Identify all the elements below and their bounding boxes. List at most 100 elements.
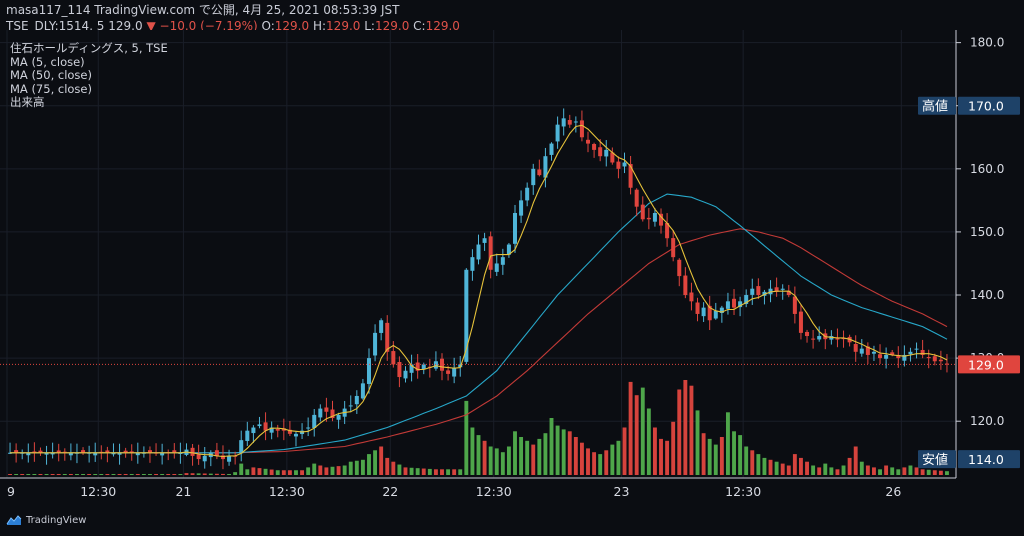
candle — [446, 370, 451, 374]
candle — [567, 120, 572, 125]
volume-bar — [537, 438, 542, 475]
candle — [701, 307, 706, 317]
candle — [251, 427, 256, 434]
volume-bar — [251, 467, 256, 475]
volume-bar — [269, 469, 274, 475]
candle — [671, 238, 676, 258]
legend-title[interactable]: 住石ホールディングス, 5, TSE — [10, 41, 168, 55]
volume-bar — [476, 435, 481, 475]
volume-bar — [494, 448, 499, 475]
candle — [525, 187, 530, 201]
legend-ma5[interactable]: MA (5, close) — [10, 54, 85, 69]
candle — [287, 429, 292, 434]
volume-bar — [148, 474, 152, 475]
candle — [44, 452, 49, 455]
candle — [93, 452, 98, 456]
candle — [336, 414, 341, 420]
last-price-tag: 129.0 — [968, 357, 1004, 372]
candle — [555, 124, 560, 142]
volume-bar — [294, 470, 298, 475]
candle — [62, 451, 67, 453]
last-price: 129.0 — [108, 19, 143, 33]
volume-bar — [865, 465, 870, 475]
volume-bar — [75, 474, 79, 475]
legend-ma75[interactable]: MA (75, close) — [10, 81, 92, 96]
tradingview-brand[interactable]: TradingView — [26, 514, 87, 526]
volume-bar — [756, 454, 761, 475]
candle — [878, 354, 883, 359]
candle — [190, 447, 195, 456]
candle — [111, 452, 116, 455]
candle — [616, 161, 621, 169]
candle — [634, 189, 639, 207]
volume-bar — [579, 442, 584, 475]
volume-bar — [792, 454, 797, 475]
tradingview-logo-icon — [6, 515, 22, 525]
symbol: TSE_DLY:1514, 5 — [6, 19, 105, 33]
volume-bar — [111, 474, 116, 475]
volume-bar — [835, 469, 840, 475]
volume-bar — [859, 461, 864, 475]
candle — [926, 357, 931, 359]
volume-bar — [634, 395, 639, 475]
volume-bar — [221, 473, 225, 475]
volume-bar — [573, 437, 578, 475]
candle — [397, 361, 402, 378]
volume-bar — [707, 438, 712, 475]
volume-bar — [945, 471, 949, 475]
volume-bar — [689, 385, 694, 475]
volume-bar — [446, 469, 451, 475]
legend-ma50[interactable]: MA (50, close) — [10, 68, 92, 82]
candle — [452, 367, 457, 377]
candle — [914, 348, 919, 350]
candle — [227, 455, 232, 462]
candle — [488, 236, 493, 270]
volume-bar — [567, 431, 572, 475]
candle — [652, 212, 657, 222]
volume-bar — [105, 474, 110, 475]
candle — [263, 422, 268, 431]
volume-bar — [202, 473, 207, 475]
price-tick-label: 140.0 — [970, 288, 1004, 302]
volume-bar — [738, 435, 743, 475]
candle — [756, 286, 761, 296]
volume-bar — [932, 470, 937, 475]
high-price-tag-bg — [958, 96, 1020, 115]
volume-bar — [360, 459, 365, 475]
candle — [123, 450, 128, 453]
volume-bar — [592, 452, 597, 475]
open-value: 129.0 — [274, 19, 310, 33]
volume-bar — [287, 470, 292, 475]
volume-bar — [336, 466, 341, 475]
candle — [573, 121, 578, 123]
volume-bar — [208, 473, 213, 475]
candle — [56, 450, 61, 453]
volume-bar — [506, 446, 511, 475]
volume-bar — [141, 474, 146, 475]
low-price-tag: 114.0 — [968, 452, 1004, 467]
candle — [689, 292, 694, 302]
volume-bar — [421, 468, 426, 475]
candle — [257, 424, 262, 427]
legend-volume[interactable]: 出来高 — [10, 95, 45, 109]
volume-bar — [853, 446, 858, 475]
candle — [26, 452, 31, 456]
time-tick-label: 12:30 — [269, 484, 305, 499]
volume-bar — [26, 474, 31, 475]
volume-bar — [616, 440, 621, 475]
volume-bar — [8, 474, 12, 475]
volume-bar — [32, 474, 37, 475]
volume-bar — [683, 380, 688, 475]
volume-bar — [397, 464, 402, 475]
price-tick-label: 150.0 — [970, 225, 1004, 239]
volume-bar — [500, 452, 505, 475]
candle — [421, 364, 426, 370]
volume-bar — [190, 473, 195, 475]
candle — [178, 452, 183, 454]
candle — [628, 164, 633, 188]
time-tick-label: 12:30 — [80, 484, 116, 499]
volume-bar — [561, 429, 566, 475]
volume-bar — [129, 474, 134, 475]
candle — [32, 451, 37, 453]
